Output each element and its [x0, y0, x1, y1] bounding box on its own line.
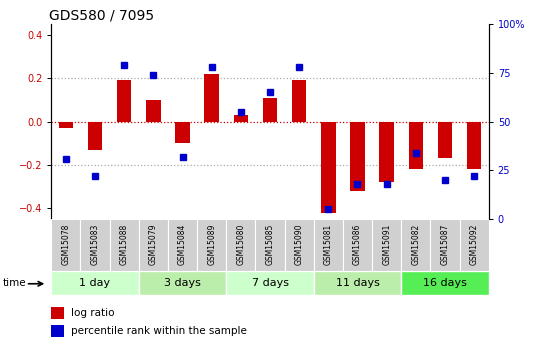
Bar: [379, 122, 394, 182]
Bar: [255, 219, 285, 271]
Text: 3 days: 3 days: [164, 278, 201, 288]
Text: GSM15085: GSM15085: [266, 223, 274, 265]
Text: log ratio: log ratio: [71, 308, 114, 318]
Text: GSM15092: GSM15092: [470, 223, 478, 265]
Bar: [408, 122, 423, 169]
Bar: [292, 80, 306, 122]
Bar: [401, 271, 489, 295]
Bar: [139, 219, 168, 271]
Bar: [197, 219, 226, 271]
Text: GSM15088: GSM15088: [120, 223, 129, 265]
Bar: [51, 271, 139, 295]
Text: 7 days: 7 days: [252, 278, 288, 288]
Text: GSM15086: GSM15086: [353, 223, 362, 265]
Text: GSM15082: GSM15082: [411, 223, 420, 265]
Bar: [226, 271, 314, 295]
Text: GSM15080: GSM15080: [237, 223, 245, 265]
Bar: [58, 122, 73, 128]
Text: GSM15081: GSM15081: [324, 223, 333, 265]
Bar: [401, 219, 430, 271]
Bar: [110, 219, 139, 271]
Text: 11 days: 11 days: [335, 278, 380, 288]
Text: GSM15087: GSM15087: [441, 223, 449, 265]
Bar: [285, 219, 314, 271]
Bar: [430, 219, 460, 271]
Text: GSM15079: GSM15079: [149, 223, 158, 265]
Bar: [437, 122, 452, 158]
Bar: [372, 219, 401, 271]
Bar: [146, 100, 161, 122]
Bar: [226, 219, 255, 271]
Text: percentile rank within the sample: percentile rank within the sample: [71, 326, 247, 336]
Bar: [321, 122, 335, 213]
Bar: [460, 219, 489, 271]
Bar: [343, 219, 372, 271]
Text: GSM15089: GSM15089: [207, 223, 216, 265]
Bar: [175, 122, 190, 143]
Bar: [262, 98, 277, 122]
Bar: [87, 122, 102, 150]
Text: 16 days: 16 days: [423, 278, 467, 288]
Bar: [51, 325, 64, 337]
Bar: [80, 219, 110, 271]
Text: time: time: [3, 278, 26, 288]
Bar: [139, 271, 226, 295]
Bar: [168, 219, 197, 271]
Text: GDS580 / 7095: GDS580 / 7095: [49, 9, 154, 23]
Bar: [204, 74, 219, 122]
Text: GSM15091: GSM15091: [382, 223, 391, 265]
Bar: [314, 219, 343, 271]
Text: GSM15084: GSM15084: [178, 223, 187, 265]
Bar: [350, 122, 364, 191]
Bar: [117, 80, 131, 122]
Bar: [314, 271, 401, 295]
Bar: [233, 115, 248, 122]
Bar: [467, 122, 481, 169]
Text: GSM15090: GSM15090: [295, 223, 303, 265]
Text: GSM15083: GSM15083: [91, 223, 99, 265]
Text: 1 day: 1 day: [79, 278, 111, 288]
Bar: [51, 219, 80, 271]
Text: GSM15078: GSM15078: [62, 223, 70, 265]
Bar: [51, 307, 64, 319]
